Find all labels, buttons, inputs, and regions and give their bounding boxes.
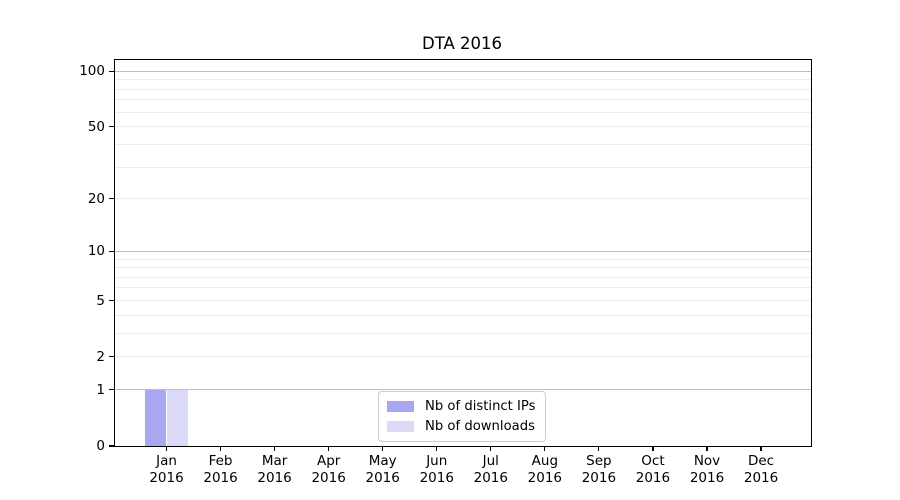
- major-gridline: [115, 389, 811, 391]
- major-gridline: [115, 250, 811, 252]
- month-label: Dec: [747, 453, 775, 469]
- y-axis-tick: [109, 356, 114, 358]
- y-axis-tick-label: 2: [96, 348, 105, 365]
- minor-gridline: [115, 166, 811, 168]
- year-label: 2016: [311, 470, 346, 486]
- minor-gridline: [115, 126, 811, 128]
- x-axis-tick: [382, 446, 384, 451]
- month-label: Sep: [586, 453, 612, 469]
- x-axis-tick-label: Mar 2016: [243, 453, 307, 487]
- y-axis-tick-label: 1: [96, 381, 105, 398]
- x-axis-tick: [328, 446, 330, 451]
- month-label: Jun: [426, 453, 448, 469]
- month-label: Aug: [531, 453, 559, 469]
- y-axis-tick: [109, 389, 114, 391]
- x-axis-tick: [165, 446, 168, 451]
- x-axis-tick: [598, 446, 600, 451]
- y-axis-tick-label: 50: [87, 118, 105, 135]
- year-label: 2016: [149, 470, 184, 486]
- y-axis-tick: [109, 250, 114, 252]
- year-label: 2016: [419, 470, 454, 486]
- chart-title: DTA 2016: [421, 34, 503, 53]
- plot-area: 0 1 2 5 10 20 50 100 Jan 2016 Feb 2016 Mar 2016 Apr 201…: [79, 59, 812, 486]
- year-label: 2016: [257, 470, 292, 486]
- x-axis-tick: [274, 446, 276, 451]
- minor-gridline: [115, 79, 811, 81]
- year-label: 2016: [581, 470, 617, 486]
- y-axis-tick: [109, 198, 114, 200]
- year-label: 2016: [365, 470, 400, 486]
- minor-gridline: [115, 356, 811, 358]
- y-axis-tick: [109, 445, 114, 447]
- bar-jan-series-0: [144, 389, 167, 446]
- x-axis-tick-label: Feb 2016: [189, 453, 253, 487]
- legend-entry: Nb of distinct IPs: [387, 398, 536, 415]
- x-axis-tick: [219, 446, 222, 451]
- minor-gridline: [115, 332, 811, 334]
- month-label: Jul: [482, 453, 499, 469]
- year-label: 2016: [473, 470, 508, 486]
- year-label: 2016: [203, 470, 238, 486]
- month-label: Oct: [641, 453, 665, 469]
- x-axis-tick-label: Jan 2016: [135, 453, 199, 487]
- minor-gridline: [115, 267, 811, 269]
- x-axis-tick-label: Aug 2016: [513, 453, 577, 487]
- x-axis-tick-label: Apr 2016: [297, 453, 361, 487]
- minor-gridline: [115, 198, 811, 200]
- y-axis-tick: [109, 70, 114, 72]
- x-axis-tick: [436, 446, 438, 451]
- minor-gridline: [115, 111, 811, 113]
- month-label: Jan: [156, 453, 177, 469]
- y-axis-tick-label: 0: [96, 438, 105, 454]
- minor-gridline: [115, 300, 811, 301]
- major-gridline: [115, 70, 811, 72]
- minor-gridline: [115, 88, 811, 90]
- legend-entry: Nb of downloads: [387, 418, 536, 435]
- x-axis-tick: [544, 446, 546, 451]
- minor-gridline: [115, 287, 811, 289]
- legend-swatch: [387, 421, 414, 432]
- month-label: Feb: [208, 453, 233, 469]
- year-label: 2016: [635, 470, 671, 486]
- x-axis-tick-label: Jul 2016: [459, 453, 523, 487]
- x-axis-tick-label: Nov 2016: [675, 453, 739, 487]
- legend-label: Nb of distinct IPs: [425, 399, 536, 414]
- x-axis-tick-label: Dec 2016: [729, 453, 793, 487]
- x-axis-tick: [652, 446, 654, 451]
- minor-gridline: [115, 99, 811, 101]
- month-label: May: [368, 453, 397, 469]
- month-label: Mar: [261, 453, 288, 469]
- year-label: 2016: [743, 470, 779, 486]
- legend-swatch: [387, 401, 414, 412]
- minor-gridline: [115, 314, 811, 316]
- year-label: 2016: [689, 470, 725, 486]
- x-axis-tick-label: May 2016: [351, 453, 415, 487]
- x-axis-tick-label: Sep 2016: [567, 453, 631, 487]
- bar-jan-series-1: [166, 389, 189, 446]
- x-axis-tick-label: Oct 2016: [621, 453, 685, 487]
- y-axis-tick-label: 100: [79, 63, 105, 80]
- y-axis-tick-label: 20: [87, 190, 105, 207]
- x-axis-tick: [760, 446, 762, 451]
- year-label: 2016: [527, 470, 563, 486]
- minor-gridline: [115, 276, 811, 278]
- minor-gridline: [115, 143, 811, 145]
- month-label: Nov: [693, 453, 721, 469]
- x-axis-tick: [706, 446, 708, 451]
- y-axis-tick: [109, 299, 114, 302]
- legend-label: Nb of downloads: [425, 419, 535, 434]
- x-axis-tick-label: Jun 2016: [405, 453, 469, 487]
- y-axis-tick-label: 5: [96, 292, 105, 309]
- minor-gridline: [115, 258, 811, 260]
- x-axis-tick: [490, 446, 492, 451]
- y-axis-tick-label: 10: [87, 243, 105, 260]
- y-axis-tick: [109, 126, 114, 128]
- month-label: Apr: [316, 453, 341, 469]
- legend: Nb of distinct IPs Nb of downloads: [378, 391, 546, 442]
